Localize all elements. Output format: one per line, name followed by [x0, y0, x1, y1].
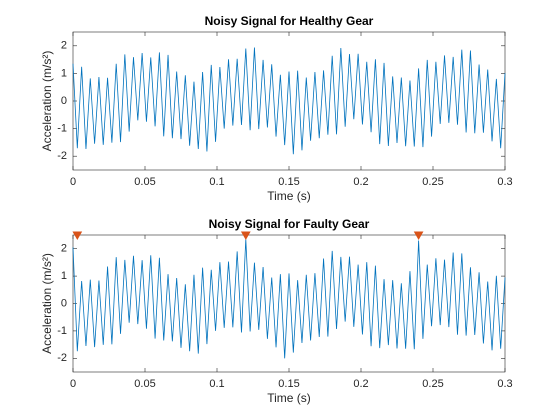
x-tick-label: 0.05 — [134, 176, 155, 188]
y-axis-label: Acceleration (m/s²) — [40, 51, 54, 152]
y-tick-label: -1 — [57, 325, 67, 337]
y-tick-label: -2 — [57, 352, 67, 364]
x-tick-label: 0.3 — [497, 176, 512, 188]
y-tick-label: 0 — [61, 297, 67, 309]
y-axis-label: Acceleration (m/s²) — [40, 253, 54, 354]
x-tick-label: 0.25 — [422, 378, 443, 390]
y-tick-label: 2 — [61, 243, 67, 255]
peak-marker — [72, 231, 83, 241]
signal-line — [72, 47, 506, 155]
y-tick-label: -2 — [57, 150, 67, 162]
signal-line — [72, 239, 506, 359]
peak-marker — [240, 231, 251, 241]
y-tick-label: 2 — [61, 40, 67, 52]
x-tick-label: 0.1 — [209, 176, 224, 188]
x-tick-label: 0 — [70, 176, 76, 188]
x-tick-label: 0.15 — [278, 378, 299, 390]
peak-marker — [413, 231, 424, 241]
x-tick-label: 0.25 — [422, 176, 443, 188]
y-tick-label: 1 — [61, 67, 67, 79]
axes-box — [72, 31, 506, 171]
x-tick-label: 0.3 — [497, 378, 512, 390]
y-tick-label: -1 — [57, 123, 67, 135]
x-tick-label: 0.05 — [134, 378, 155, 390]
x-tick-label: 0.1 — [209, 378, 224, 390]
chart-title: Noisy Signal for Healthy Gear — [205, 14, 374, 28]
x-axis-label: Time (s) — [267, 189, 311, 203]
x-tick-label: 0 — [70, 378, 76, 390]
y-tick-label: 0 — [61, 95, 67, 107]
axes-box — [72, 234, 506, 373]
x-axis-label: Time (s) — [267, 391, 311, 405]
x-tick-label: 0.2 — [353, 378, 368, 390]
chart-title: Noisy Signal for Faulty Gear — [209, 217, 370, 231]
x-tick-label: 0.15 — [278, 176, 299, 188]
x-tick-label: 0.2 — [353, 176, 368, 188]
y-tick-label: 1 — [61, 270, 67, 282]
